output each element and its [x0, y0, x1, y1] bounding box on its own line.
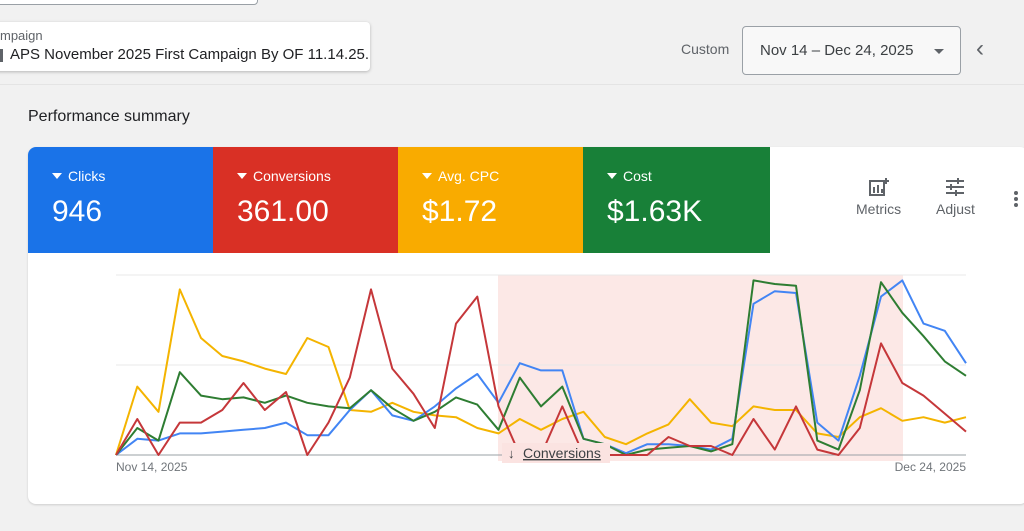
caret-down-icon [422, 173, 432, 179]
caret-down-icon [52, 173, 62, 179]
date-range-picker[interactable]: Nov 14 – Dec 24, 2025 [742, 26, 961, 75]
tune-icon [946, 178, 965, 196]
caret-down-icon [237, 173, 247, 179]
caret-down-icon [607, 173, 617, 179]
campaign-selector[interactable]: mpaign APS November 2025 First Campaign … [0, 22, 370, 71]
metric-tile-conversions[interactable]: Conversions 361.00 [213, 147, 398, 253]
metric-value: 946 [52, 195, 103, 228]
metric-name: Clicks [68, 168, 106, 184]
series-line-avg-cpc [115, 288, 967, 456]
more-vert-icon[interactable] [1014, 191, 1018, 209]
divider [0, 84, 1024, 85]
metric-name: Conversions [253, 168, 331, 184]
top-input-box[interactable] [0, 0, 258, 5]
date-preset-label: Custom [681, 41, 730, 57]
campaign-name: APS November 2025 First Campaign By OF 1… [10, 46, 370, 63]
caret-down-icon [934, 49, 944, 54]
add-chart-icon [868, 178, 889, 196]
campaign-status-icon [0, 49, 3, 62]
metric-name: Cost [623, 168, 652, 184]
metric-name: Avg. CPC [438, 168, 500, 184]
series-line-clicks [115, 279, 967, 456]
page-title: Performance summary [28, 108, 190, 125]
metric-value: $1.72 [422, 195, 498, 228]
annotation-label: Conversions [523, 445, 601, 461]
metrics-label: Metrics [856, 201, 902, 217]
x-tick-start: Nov 14, 2025 [116, 460, 188, 474]
metrics-button[interactable]: Metrics [856, 177, 901, 217]
metric-value: $1.63K [607, 195, 703, 228]
metric-tile-clicks[interactable]: Clicks 946 [28, 147, 213, 253]
date-range-value: Nov 14 – Dec 24, 2025 [760, 42, 914, 59]
metric-value: 361.00 [237, 195, 329, 228]
chevron-left-icon[interactable]: ‹ [976, 35, 984, 62]
adjust-button[interactable]: Adjust [936, 177, 975, 217]
conversions-annotation[interactable]: ↓ Conversions [502, 443, 610, 463]
arrow-down-icon: ↓ [508, 446, 515, 461]
adjust-label: Adjust [936, 201, 975, 217]
campaign-label: mpaign [0, 28, 43, 43]
metric-tile-avg-cpc[interactable]: Avg. CPC $1.72 [398, 147, 583, 253]
highlight-region [498, 275, 903, 461]
x-tick-end: Dec 24, 2025 [895, 460, 967, 474]
performance-chart: Nov 14, 2025 Dec 24, 2025 ↓ Conversions [115, 274, 967, 474]
metric-tile-cost[interactable]: Cost $1.63K [583, 147, 770, 253]
